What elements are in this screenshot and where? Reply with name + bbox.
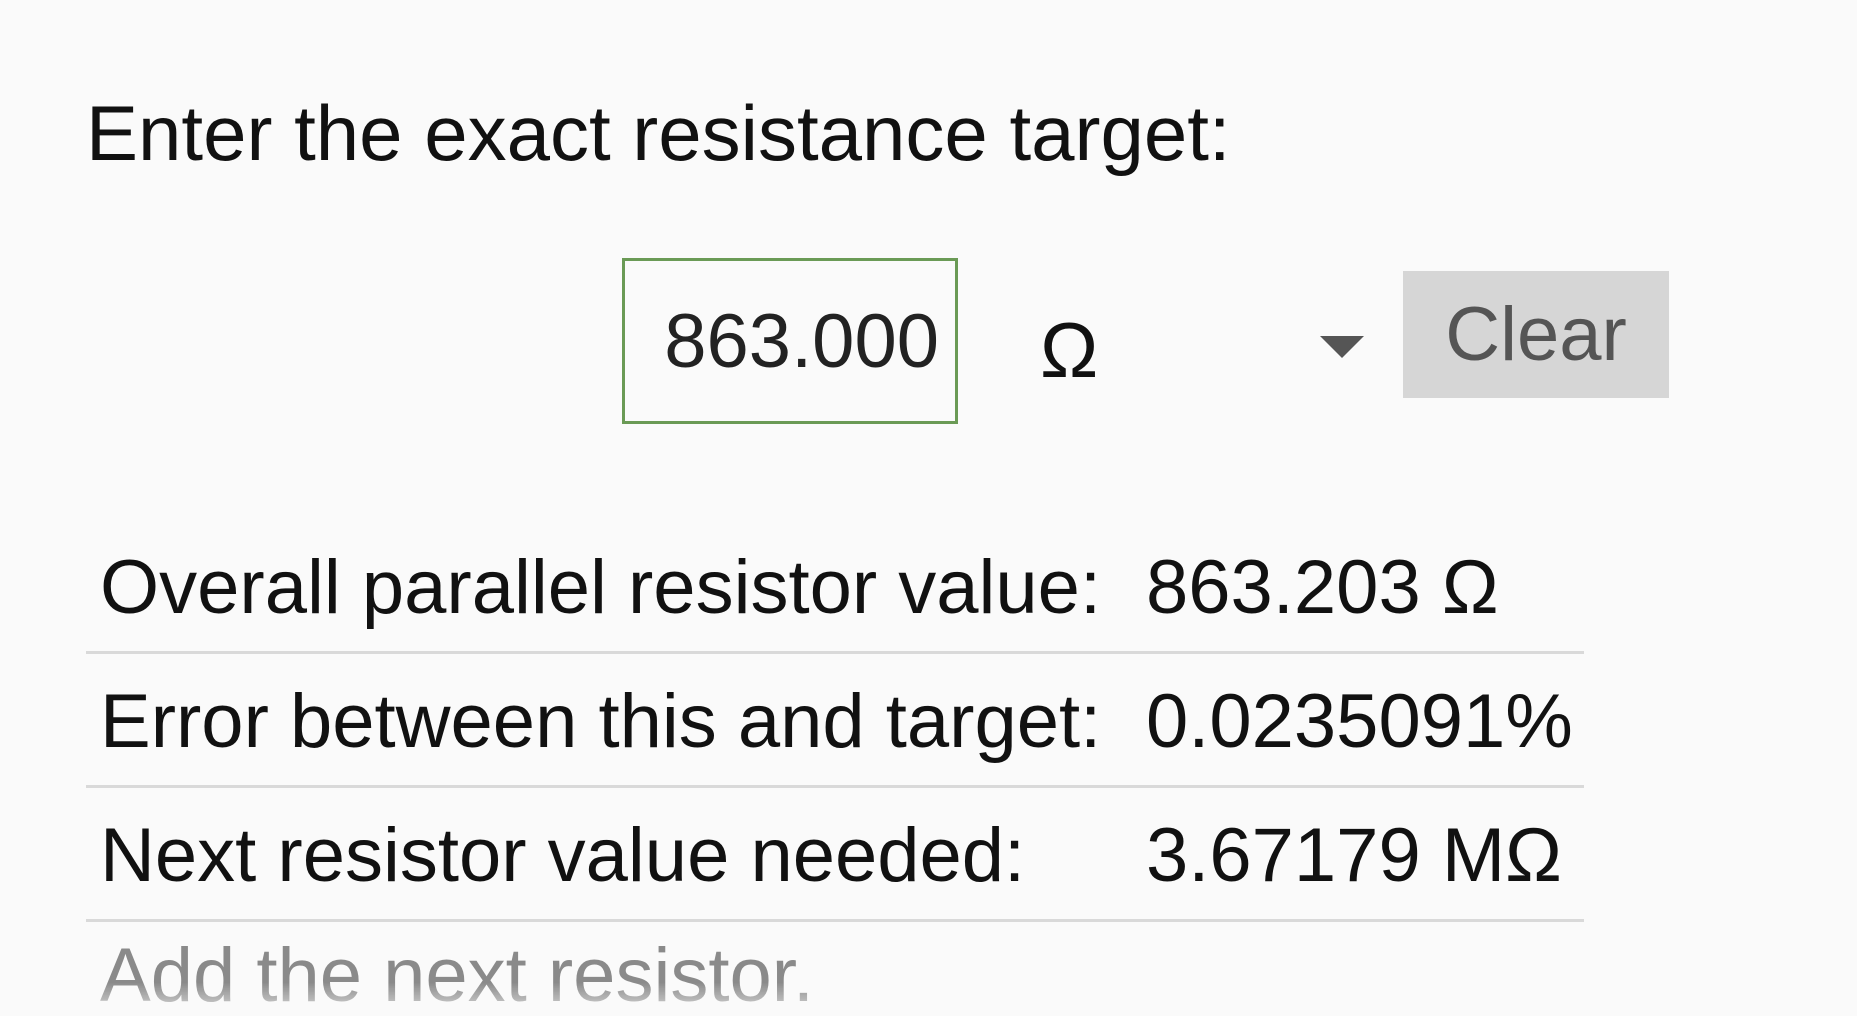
add-next-resistor-hint: Add the next resistor. — [100, 933, 814, 1016]
dropdown-caret-icon — [1320, 336, 1364, 358]
result-row-overall-value: Overall parallel resistor value: 863.203… — [86, 520, 1584, 654]
unit-dropdown-value: Ω — [1040, 305, 1099, 394]
clear-button[interactable]: Clear — [1403, 271, 1669, 398]
target-prompt-label: Enter the exact resistance target: — [86, 89, 1231, 177]
target-resistance-input[interactable]: 863.000 — [622, 258, 958, 424]
target-resistance-value: 863.000 — [664, 298, 939, 384]
result-label: Next resistor value needed: — [100, 813, 1026, 898]
result-label: Overall parallel resistor value: — [100, 545, 1102, 630]
result-value: 863.203 Ω — [1146, 545, 1499, 630]
result-row-next-resistor: Next resistor value needed: 3.67179 MΩ — [86, 788, 1584, 922]
result-value: 3.67179 MΩ — [1146, 813, 1562, 898]
result-label: Error between this and target: — [100, 679, 1102, 764]
result-value: 0.0235091% — [1146, 679, 1573, 764]
results-table: Overall parallel resistor value: 863.203… — [86, 520, 1584, 922]
result-row-error: Error between this and target: 0.0235091… — [86, 654, 1584, 788]
unit-dropdown[interactable]: Ω — [1040, 300, 1370, 400]
